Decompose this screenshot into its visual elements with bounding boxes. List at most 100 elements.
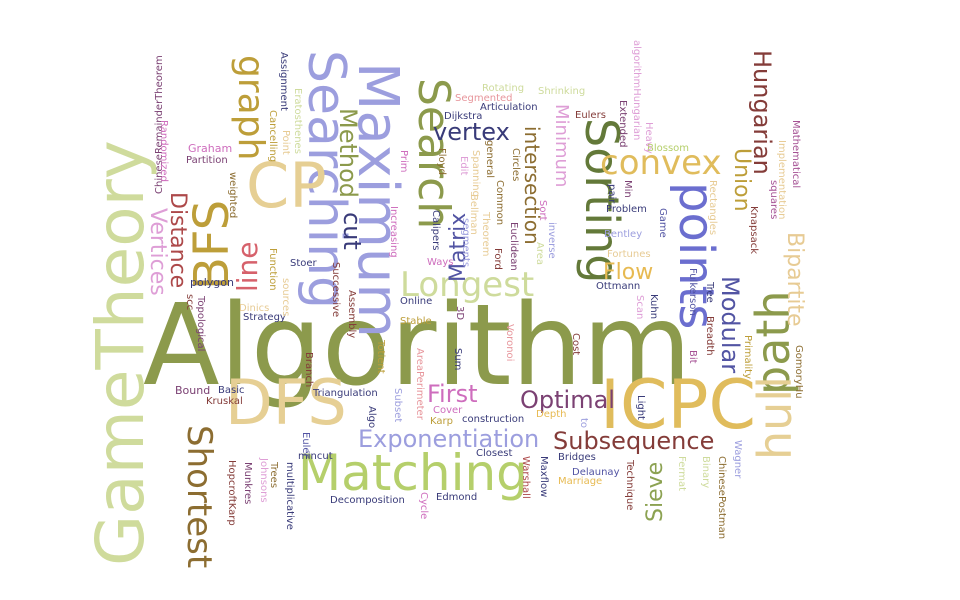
- word-johnsons: Johnsons: [258, 458, 269, 503]
- word-graham: Graham: [188, 142, 233, 155]
- word-areaperimeter: AreaPerimeter: [414, 348, 425, 420]
- word-assignment: Assignment: [278, 52, 289, 111]
- word-cycle: Cycle: [418, 492, 429, 520]
- word-segmented: Segmented: [455, 93, 513, 104]
- word-voronoi: Voronoi: [504, 324, 515, 362]
- word-circles: Circles: [510, 148, 521, 182]
- word-function: Function: [267, 248, 278, 291]
- word-pair: pair: [606, 184, 617, 204]
- word-partition: Partition: [186, 155, 228, 166]
- word-euler: Euler: [300, 432, 311, 458]
- word-graph: graph: [230, 55, 271, 161]
- word-wagner: Wagner: [732, 440, 743, 479]
- word-delaunay: Delaunay: [572, 467, 620, 478]
- word-decomposition: Decomposition: [330, 495, 405, 506]
- word-spanning: Spanning: [470, 150, 481, 197]
- word-prim: Prim: [398, 150, 409, 173]
- word-stoer: Stoer: [290, 258, 317, 269]
- word-basic: Basic: [218, 385, 245, 396]
- word-blossom: Blossom: [647, 143, 690, 154]
- word-convex: convex: [600, 143, 722, 183]
- word-marriage: Marriage: [558, 476, 603, 487]
- word-problem: Problem: [606, 204, 647, 215]
- word-shrinking: Shrinking: [538, 86, 586, 97]
- word-matching: Matching: [298, 444, 528, 502]
- word-inverse: inverse: [546, 222, 557, 259]
- word-closest: Closest: [476, 448, 513, 459]
- word-first: First: [427, 380, 478, 408]
- word-rotating: Rotating: [482, 83, 525, 94]
- word-vertex: vertex: [433, 118, 510, 146]
- word-edmond: Edmond: [436, 492, 478, 503]
- word-dfs: DFS: [225, 366, 347, 439]
- word-binary: Binary: [700, 456, 711, 489]
- word-tree: Tree: [704, 282, 715, 303]
- word-calipers: Calipers: [430, 210, 441, 251]
- word-hopcroftkarp: HopcroftKarp: [226, 460, 237, 526]
- word-bit: Bit: [687, 350, 698, 364]
- word-longest: Longest: [400, 265, 535, 305]
- word-exponentiation: Exponentiation: [358, 425, 540, 453]
- word-search: Search: [408, 78, 459, 230]
- word-online: Online: [400, 296, 433, 307]
- word-squares: squares: [768, 180, 779, 220]
- word-scan: Scan: [634, 295, 645, 320]
- word-scc: scc: [184, 294, 195, 311]
- word-heavy: Heavy: [643, 122, 654, 154]
- word-karp: Karp: [430, 416, 453, 427]
- word-extended: Extended: [617, 100, 628, 148]
- word-munkres: Munkres: [242, 462, 253, 505]
- word-sources: sources: [280, 278, 291, 317]
- word-maxflow: Maxflow: [538, 456, 549, 498]
- word-stable: Stable: [400, 316, 432, 327]
- word-dijkstra: Dijkstra: [444, 111, 483, 122]
- word-polygon: polygon: [190, 276, 234, 289]
- word-cost: Cost: [570, 333, 581, 356]
- word-kuhn: Kuhn: [648, 294, 659, 320]
- word-common: Common: [494, 180, 505, 226]
- word-algorithmhungarian: algorithmHungarian: [631, 40, 642, 141]
- word-euclidean: Euclidean: [508, 222, 519, 271]
- word-min: Min: [622, 180, 633, 198]
- word-minimum: Minimum: [551, 104, 572, 188]
- word-algorithm: Algorithm: [143, 281, 692, 411]
- word-game: Game: [657, 208, 668, 238]
- word-sum: Sum: [452, 348, 463, 371]
- word-algo: Algo: [366, 406, 377, 429]
- word-trees: Trees: [268, 462, 279, 489]
- word-union: Union: [729, 148, 754, 212]
- word-breadth: Breadth: [704, 316, 715, 356]
- word-method: Method: [334, 108, 362, 199]
- word-segments: segments: [460, 218, 471, 268]
- word-shortest: Shortest: [179, 425, 219, 569]
- word-successive: Successive: [330, 262, 341, 318]
- word-bridges: Bridges: [558, 452, 596, 463]
- word-dinics: Dinics: [239, 303, 270, 314]
- word-hull: hull: [748, 376, 802, 460]
- word-flow: Flow: [603, 260, 654, 285]
- word-general: general: [484, 140, 495, 179]
- word-rectangles: Rectangles: [707, 180, 718, 236]
- word-increasing: Increasing: [388, 206, 399, 258]
- word-floyd: Floyd: [436, 148, 447, 175]
- word-knapsack: Knapsack: [748, 206, 759, 254]
- word-topological: Topological: [195, 296, 206, 352]
- word-line: line: [231, 241, 264, 292]
- word-sieve: Sieve: [643, 461, 668, 522]
- word-icpc: ICPC: [600, 366, 757, 445]
- word-intersection: intersection: [520, 126, 544, 245]
- word-fermat: Fermat: [676, 456, 687, 492]
- word-light: Light: [635, 395, 646, 420]
- word-weighted: weighted: [227, 172, 238, 219]
- word-gomoryhu: GomoryHu: [793, 345, 804, 399]
- word-branch: Branch: [303, 352, 314, 388]
- word-3d: 3D: [454, 306, 465, 321]
- word-bound: Bound: [175, 384, 211, 397]
- word-subsequence: Subsequence: [553, 427, 715, 455]
- word-gametheory: GameTheory: [82, 140, 159, 566]
- word-warshall: Warshall: [520, 456, 531, 499]
- word-technique: Technique: [624, 460, 635, 511]
- word-ottmann: Ottmann: [596, 281, 641, 292]
- word-theorem: Theorem: [480, 212, 491, 257]
